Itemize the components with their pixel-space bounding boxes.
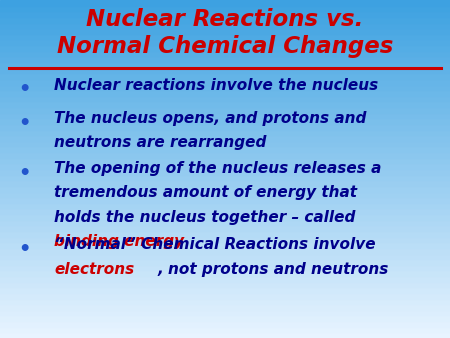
Text: electrons: electrons: [54, 262, 134, 276]
Bar: [0, 113, 450, 118]
Bar: [0, 231, 450, 237]
Bar: [0, 11, 450, 17]
Bar: [0, 304, 450, 310]
Bar: [0, 135, 450, 141]
Bar: [0, 287, 450, 293]
Bar: [0, 158, 450, 163]
Bar: [0, 293, 450, 298]
Bar: [0, 79, 450, 84]
Bar: [0, 203, 450, 209]
Bar: [0, 146, 450, 152]
Bar: [0, 96, 450, 101]
Bar: [0, 40, 450, 45]
Bar: [0, 45, 450, 51]
Bar: [0, 107, 450, 113]
Bar: [0, 152, 450, 158]
Text: •: •: [18, 240, 31, 259]
Bar: [0, 175, 450, 180]
Bar: [0, 0, 450, 6]
Bar: [0, 214, 450, 220]
Bar: [0, 51, 450, 56]
Bar: [0, 225, 450, 231]
Text: tremendous amount of energy that: tremendous amount of energy that: [54, 185, 357, 200]
Text: •: •: [18, 80, 31, 99]
Bar: [0, 332, 450, 338]
Bar: [0, 68, 450, 73]
Bar: [0, 209, 450, 214]
Bar: [0, 23, 450, 28]
Bar: [0, 321, 450, 327]
Bar: [0, 327, 450, 332]
Bar: [0, 282, 450, 287]
Bar: [0, 298, 450, 304]
Bar: [0, 124, 450, 129]
Bar: [0, 192, 450, 197]
Text: Normal Chemical Changes: Normal Chemical Changes: [57, 35, 393, 58]
Text: The opening of the nucleus releases a: The opening of the nucleus releases a: [54, 161, 382, 176]
Bar: [0, 6, 450, 11]
Bar: [0, 197, 450, 203]
Bar: [0, 248, 450, 254]
Text: Nuclear Reactions vs.: Nuclear Reactions vs.: [86, 8, 364, 31]
Text: holds the nucleus together – called: holds the nucleus together – called: [54, 210, 356, 224]
Bar: [0, 186, 450, 192]
Bar: [0, 254, 450, 259]
Bar: [0, 84, 450, 90]
Bar: [0, 163, 450, 169]
Text: neutrons are rearranged: neutrons are rearranged: [54, 135, 266, 150]
Bar: [0, 73, 450, 79]
Bar: [0, 90, 450, 96]
Bar: [0, 101, 450, 107]
Text: •: •: [18, 164, 31, 183]
Bar: [0, 62, 450, 68]
Bar: [0, 28, 450, 34]
Bar: [0, 118, 450, 124]
Bar: [0, 169, 450, 175]
Text: , not protons and neutrons: , not protons and neutrons: [158, 262, 389, 276]
Text: “Normal” Chemical Reactions involve: “Normal” Chemical Reactions involve: [54, 237, 376, 252]
Bar: [0, 17, 450, 23]
Bar: [0, 270, 450, 276]
Bar: [0, 56, 450, 62]
Bar: [0, 34, 450, 40]
Bar: [0, 315, 450, 321]
Text: Nuclear reactions involve the nucleus: Nuclear reactions involve the nucleus: [54, 78, 378, 93]
Bar: [0, 237, 450, 242]
Bar: [0, 180, 450, 186]
Bar: [0, 220, 450, 225]
Bar: [0, 141, 450, 146]
Bar: [0, 265, 450, 270]
Text: The nucleus opens, and protons and: The nucleus opens, and protons and: [54, 111, 366, 126]
Bar: [0, 129, 450, 135]
Bar: [0, 259, 450, 265]
Bar: [0, 276, 450, 282]
Bar: [0, 242, 450, 248]
Text: •: •: [18, 114, 31, 132]
Bar: [0, 310, 450, 315]
Text: binding energy: binding energy: [54, 234, 184, 249]
